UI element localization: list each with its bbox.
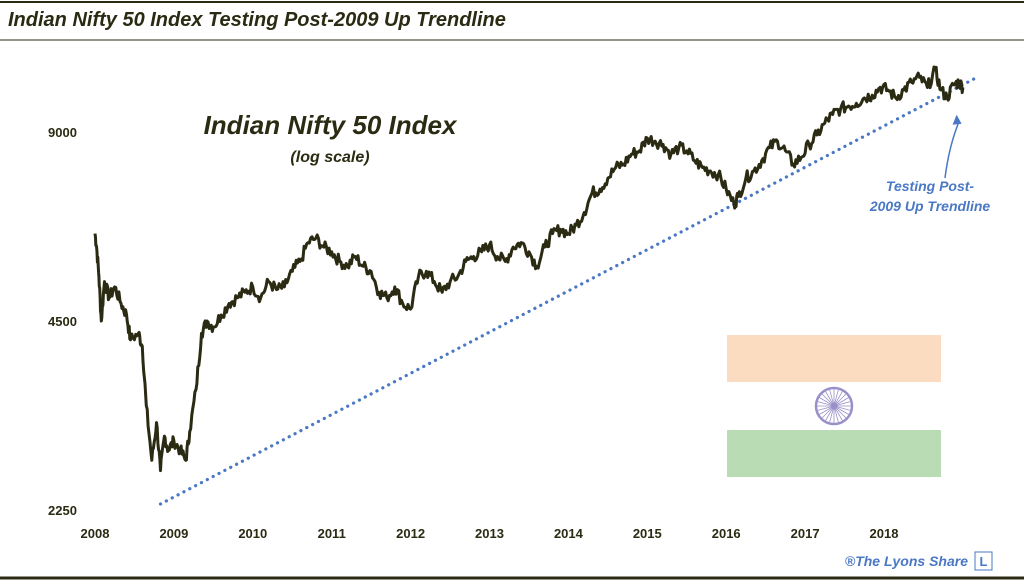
- annotation-arrow: [944, 122, 960, 179]
- credit-text: ®The Lyons Share: [845, 553, 968, 569]
- trendline: [158, 76, 977, 506]
- x-tick-label: 2014: [554, 526, 584, 541]
- x-tick-label: 2013: [475, 526, 504, 541]
- lyons-logo-icon: [974, 551, 993, 571]
- x-tick-label: 2010: [238, 526, 267, 541]
- y-tick-label: 4500: [48, 314, 77, 329]
- credit: ®The Lyons Share L: [845, 551, 993, 571]
- scale-note: (log scale): [290, 149, 369, 166]
- chart-subtitle: Indian Nifty 50 Index: [204, 110, 458, 140]
- chart-title: Indian Nifty 50 Index Testing Post-2009 …: [8, 9, 506, 31]
- x-tick-label: 2012: [396, 526, 425, 541]
- series-line-nifty: [93, 65, 965, 473]
- x-tick-label: 2018: [870, 526, 899, 541]
- annotation-line-2: 2009 Up Trendline: [869, 198, 991, 214]
- x-tick-label: 2016: [712, 526, 741, 541]
- annotation-line-1: Testing Post-: [886, 178, 974, 194]
- annotation-arrowhead: [952, 114, 962, 125]
- y-axis-tick-labels: 2250 4500 9000: [48, 125, 77, 518]
- x-tick-label: 2017: [791, 526, 820, 541]
- y-tick-label: 2250: [48, 503, 77, 518]
- trendline-layer: [158, 76, 977, 506]
- india-flag: [727, 335, 941, 477]
- trendline-annotation: Testing Post- 2009 Up Trendline: [869, 114, 991, 214]
- x-tick-label: 2015: [633, 526, 662, 541]
- y-tick-label: 9000: [48, 125, 77, 140]
- series-layer: [93, 65, 965, 473]
- flag-green-band: [727, 430, 941, 477]
- x-axis-tick-labels: 2008 2009 2010 2011 2012 2013 2014 2015 2016 2017…: [81, 526, 899, 541]
- ashoka-chakra-icon: [814, 386, 854, 426]
- lyons-logo-letter: L: [980, 554, 988, 569]
- flag-saffron-band: [727, 335, 941, 382]
- x-tick-label: 2009: [159, 526, 188, 541]
- x-tick-label: 2011: [318, 526, 346, 541]
- x-tick-label: 2008: [81, 526, 110, 541]
